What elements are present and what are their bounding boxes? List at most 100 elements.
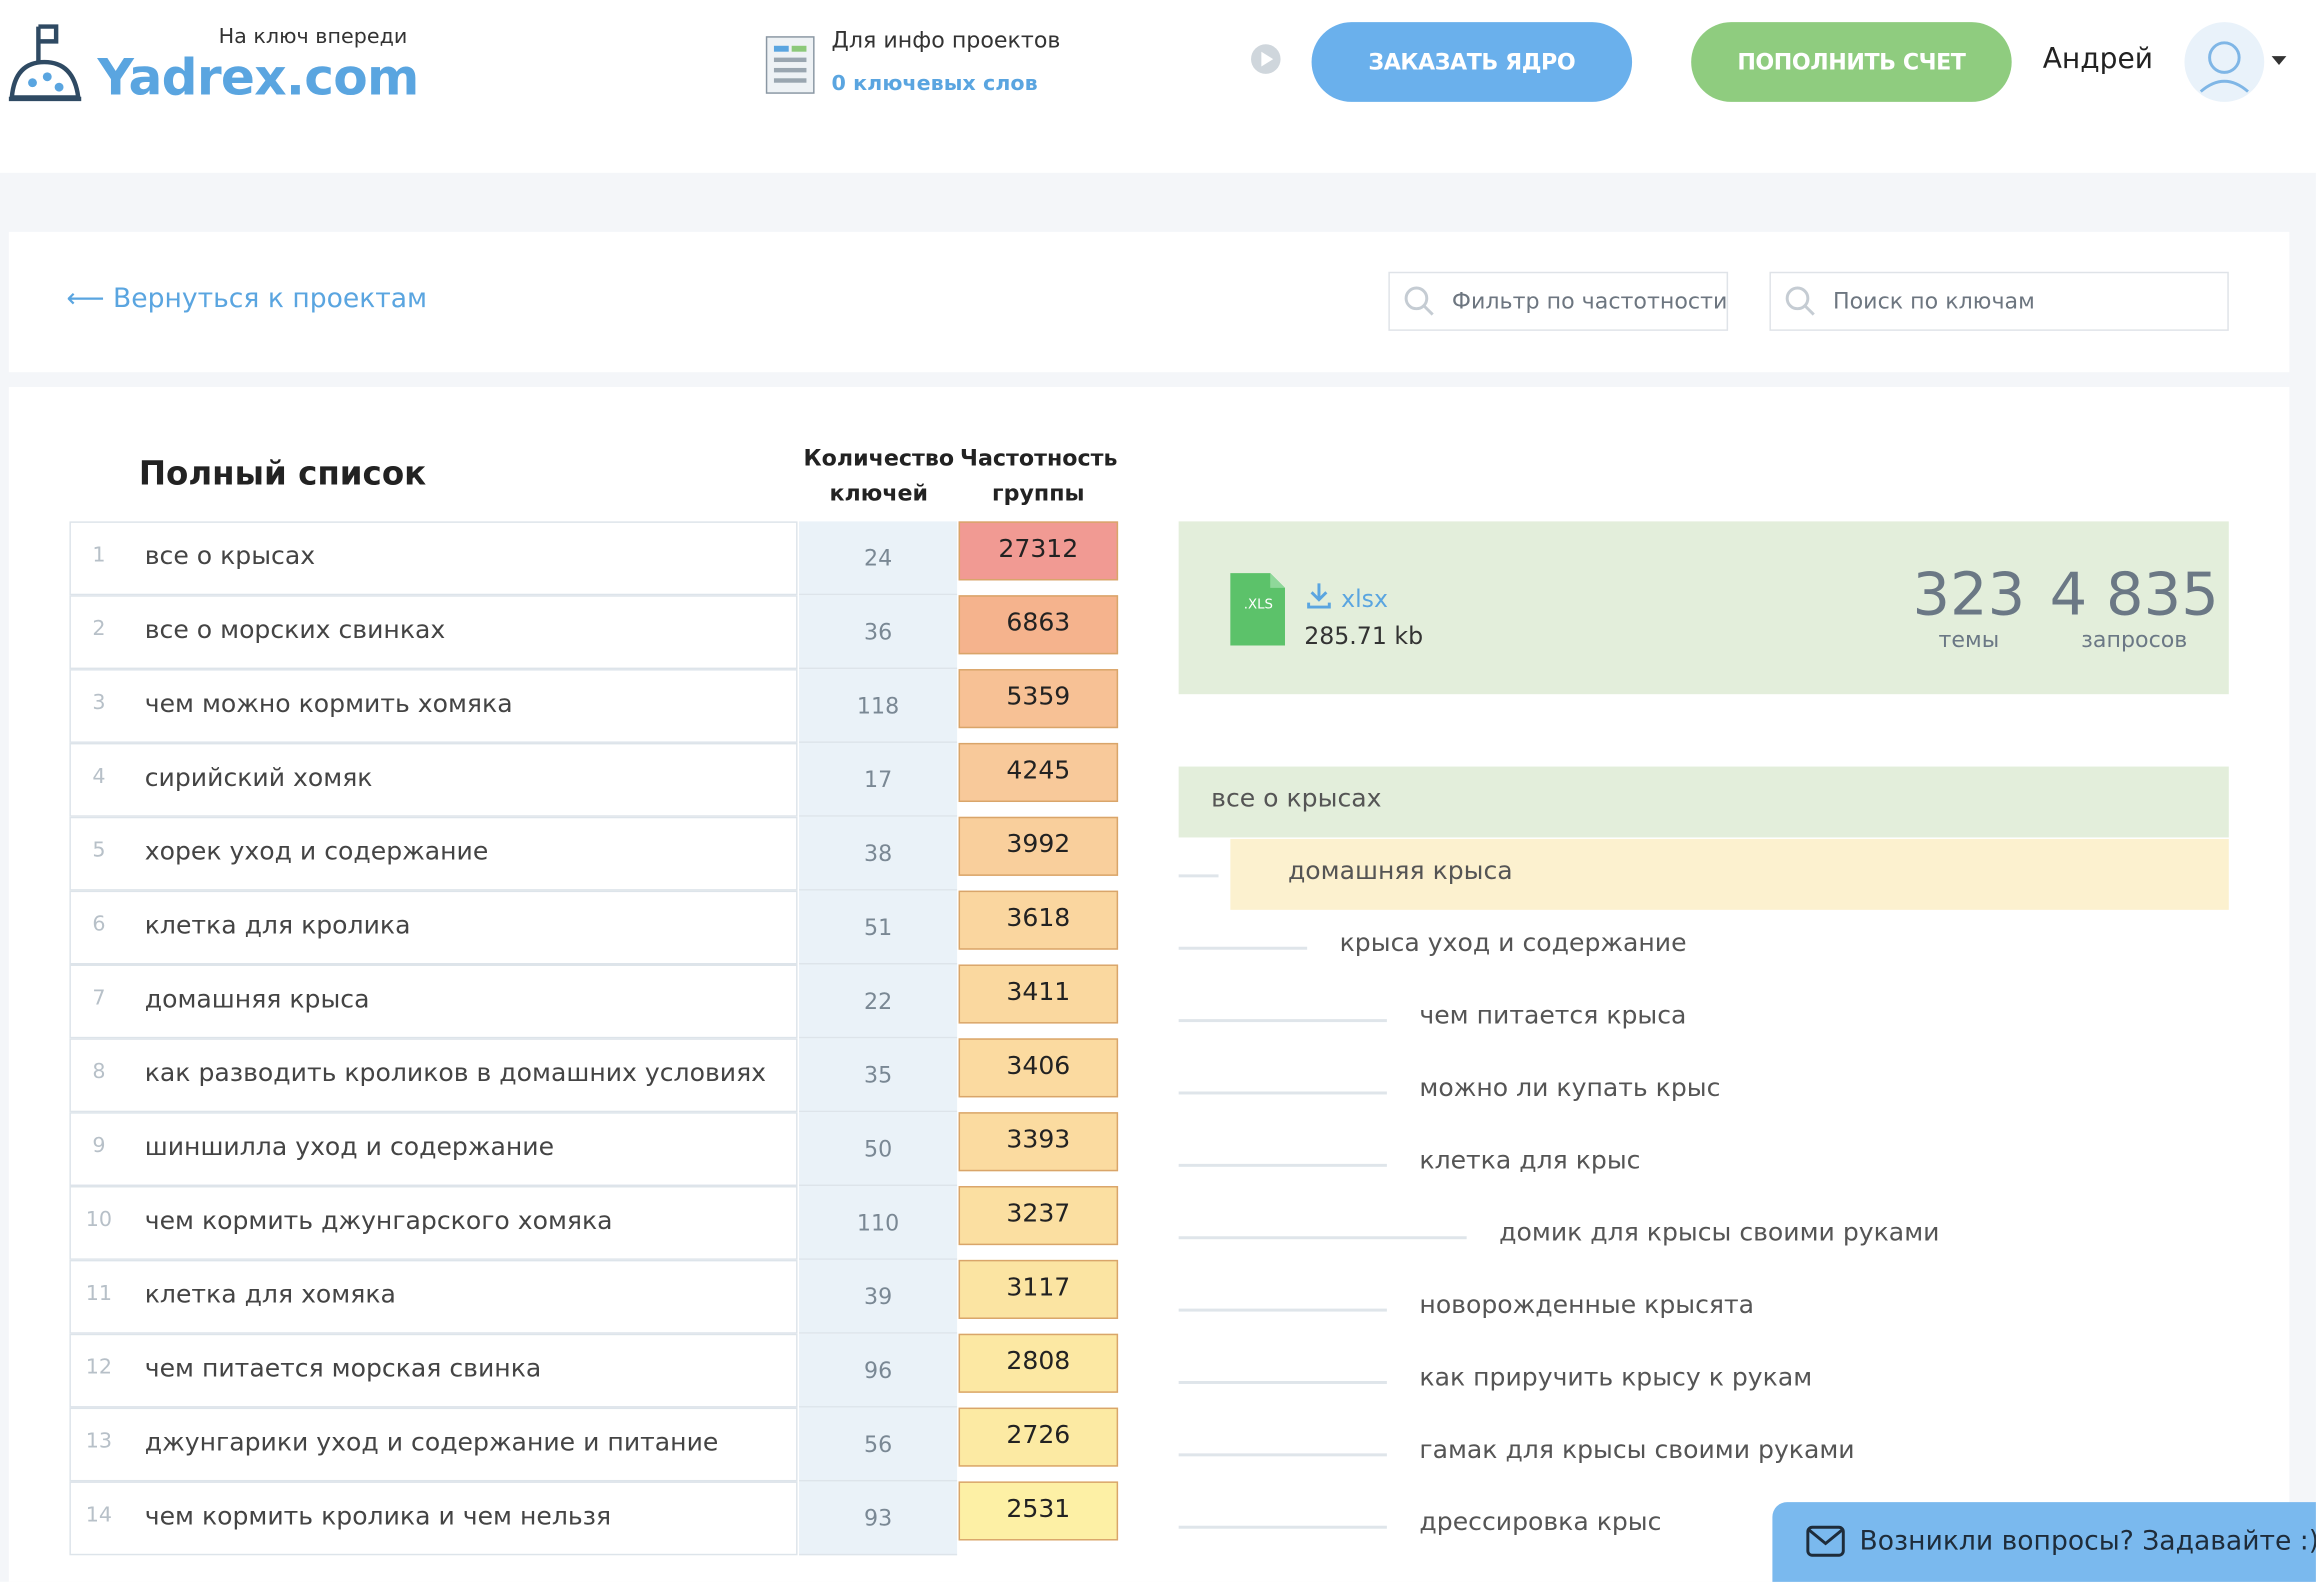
keyword[interactable]: чем питается морская свинка [144, 1354, 542, 1384]
keys-cell: 56 [799, 1407, 958, 1482]
table-title: Полный список [138, 456, 427, 494]
row-number: 5 [92, 838, 106, 863]
xls-icon[interactable] [1229, 572, 1288, 649]
frequency-cell: 3618 [958, 890, 1119, 950]
row-number: 9 [92, 1134, 106, 1158]
back-link[interactable]: ⟵ Вернуться к проектам [66, 283, 428, 315]
filter-icon [1404, 286, 1434, 316]
row-number: 1 [92, 543, 106, 568]
chat-widget[interactable] [1772, 1502, 2316, 1582]
row-background [69, 890, 798, 965]
info-label: Для инфо проектов [831, 26, 1061, 54]
avatar[interactable] [2183, 21, 2295, 104]
keys-cell: 35 [799, 1038, 958, 1113]
frequency-cell: 3411 [958, 964, 1119, 1024]
stat-label: темы [1938, 626, 2000, 653]
download-icon[interactable] [1306, 582, 1333, 609]
stat-label: запросов [2081, 626, 2188, 653]
keyword[interactable]: клетка для хомяка [144, 1280, 396, 1311]
row-background [69, 964, 798, 1039]
frequency-cell: 3117 [958, 1259, 1119, 1319]
row-number: 6 [92, 912, 106, 937]
row-number: 14 [85, 1503, 113, 1528]
tree-item[interactable]: домашняя крыса [1287, 856, 1513, 887]
tree-item[interactable]: новорожденные крысята [1419, 1290, 1755, 1321]
keyword[interactable]: сирийский хомяк [144, 763, 373, 794]
logo-icon [8, 24, 82, 102]
order-button[interactable]: ЗАКАЗАТЬ ЯДРО [1311, 22, 1633, 102]
keyword[interactable]: чем кормить джунгарского хомяка [144, 1206, 613, 1237]
row-number: 3 [92, 691, 106, 715]
row-background [69, 816, 798, 891]
row-background [69, 742, 798, 817]
tree-item[interactable]: клетка для крыс [1419, 1146, 1641, 1176]
keys-cell: 118 [799, 669, 958, 743]
row-number: 10 [85, 1208, 113, 1232]
info-link[interactable]: 0 ключевых слов [831, 72, 1038, 97]
tree-highlight [1230, 838, 2229, 910]
tree-connector [1178, 874, 1219, 878]
keyword[interactable]: чем кормить кролика и чем нельзя [144, 1502, 612, 1532]
tree-item[interactable]: дрессировка крыс [1419, 1508, 1662, 1538]
keys-cell: 24 [799, 521, 958, 596]
tree-item[interactable]: чем питается крыса [1419, 1001, 1687, 1031]
column-header: Частотность группы [960, 444, 1118, 507]
keyword[interactable]: хорек уход и содержание [144, 837, 489, 867]
tree-item[interactable]: все о крысах [1211, 784, 1382, 814]
keyword[interactable]: домашняя крыса [144, 985, 370, 1015]
keys-cell: 93 [799, 1481, 958, 1556]
keyword[interactable]: чем можно кормить хомяка [144, 689, 513, 720]
frequency-cell: 3992 [958, 816, 1119, 876]
row-background [69, 1038, 798, 1113]
keyword[interactable]: клетка для кролика [144, 911, 411, 941]
stat-value: 323 [1912, 561, 2026, 630]
row-background [69, 1407, 798, 1482]
keys-cell: 22 [799, 964, 958, 1039]
xls-icon-label: .XLS [1243, 598, 1273, 613]
download-link[interactable]: xlsx [1341, 584, 1388, 613]
tree-connector [1178, 1380, 1387, 1384]
frequency-cell: 4245 [958, 742, 1119, 803]
keys-cell: 36 [799, 595, 958, 670]
topup-button[interactable]: ПОПОЛНИТЬ СЧЕТ [1691, 22, 2012, 102]
tree-item[interactable]: домик для крысы своими руками [1499, 1218, 1940, 1249]
row-number: 11 [85, 1282, 113, 1306]
keyword[interactable]: джунгарики уход и содержание и питание [144, 1428, 719, 1458]
tree-item[interactable]: можно ли купать крыс [1419, 1073, 1721, 1104]
row-background [69, 1112, 798, 1187]
search-input[interactable]: Поиск по ключам [1769, 271, 2229, 331]
row-number: 4 [92, 765, 106, 789]
tree-connector [1178, 1019, 1387, 1023]
keyword[interactable]: шиншилла уход и содержание [144, 1132, 555, 1163]
tree-item[interactable]: гамак для крысы своими руками [1419, 1435, 1855, 1466]
play-icon[interactable] [1250, 43, 1282, 75]
tree-item[interactable]: крыса уход и содержание [1339, 929, 1687, 959]
tree-connector [1178, 1453, 1387, 1457]
filter-input[interactable]: Фильтр по частотности [1388, 271, 1729, 331]
tree-connector [1178, 1236, 1467, 1240]
keyword[interactable]: все о крысах [144, 542, 316, 572]
user-name[interactable]: Андрей [2042, 42, 2153, 76]
chat-text[interactable]: Возникли вопросы? Задавайте :) [1859, 1525, 2316, 1557]
frequency-cell: 6863 [958, 595, 1119, 655]
row-background [69, 595, 798, 670]
tree-item[interactable]: как приручить крысу к рукам [1419, 1363, 1813, 1393]
keyword[interactable]: все о морских свинках [144, 615, 446, 646]
row-number: 2 [92, 617, 106, 642]
row-background [69, 669, 798, 743]
chat-icon [1806, 1525, 1845, 1557]
tree-connector [1178, 1525, 1387, 1529]
logo-text[interactable]: Yadrex.com [97, 48, 419, 108]
row-number: 13 [85, 1429, 113, 1454]
tree-connector [1178, 1163, 1387, 1167]
keyword[interactable]: как разводить кроликов в домашних услови… [144, 1059, 767, 1089]
export-panel [1178, 521, 2229, 695]
row-number: 12 [85, 1355, 113, 1380]
row-background [69, 1186, 798, 1260]
frequency-cell: 3393 [958, 1112, 1119, 1172]
row-number: 8 [92, 1060, 106, 1085]
keys-cell: 51 [799, 890, 958, 965]
keys-cell: 110 [799, 1186, 958, 1260]
